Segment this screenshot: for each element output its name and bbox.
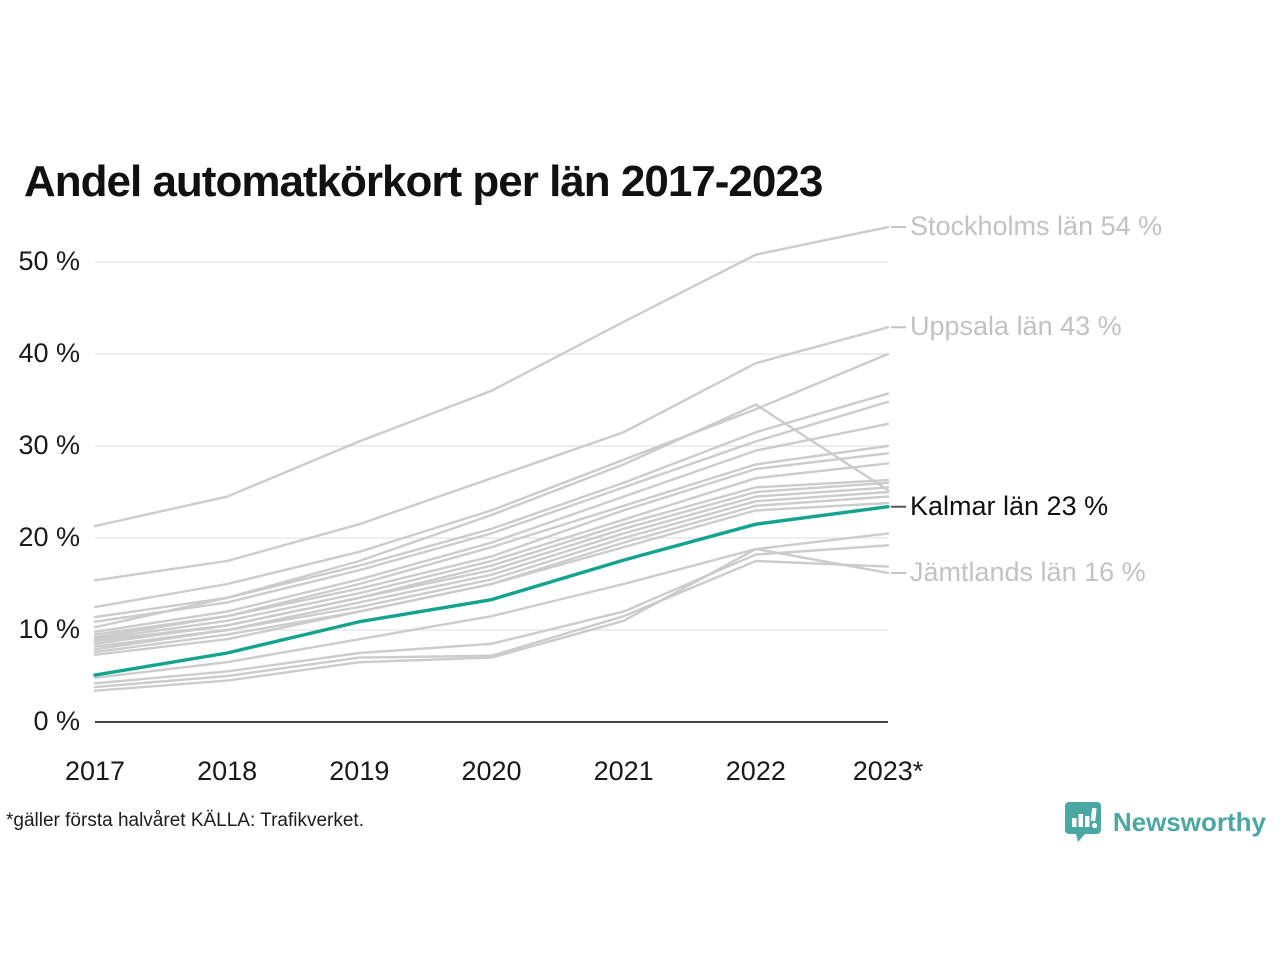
- newsworthy-logo: Newsworthy: [1063, 800, 1266, 844]
- series-line: [93, 352, 890, 609]
- series-line: [93, 547, 890, 692]
- series-line: [93, 403, 890, 629]
- x-axis-tick-label: 2018: [197, 756, 258, 786]
- series-label-muted: Stockholms län 54 %: [910, 211, 1163, 242]
- series-line: [93, 452, 890, 639]
- series-line: [93, 490, 890, 651]
- x-axis-tick-label: 2023*: [852, 756, 924, 786]
- highlighted-series-line: [93, 505, 890, 677]
- brand-name: Newsworthy: [1112, 806, 1266, 837]
- series-line: [93, 481, 890, 645]
- y-axis-tick-label: 0 %: [33, 706, 80, 736]
- series-line: [93, 326, 890, 582]
- series-line: [93, 422, 890, 634]
- x-axis-tick-label: 2017: [64, 756, 126, 786]
- x-axis-tick-label: 2022: [725, 756, 786, 786]
- x-axis-tick-label: 2021: [593, 756, 654, 786]
- y-axis-tick-label: 10 %: [18, 614, 80, 644]
- source-footnote: *gäller första halvåret KÄLLA: Trafikver…: [6, 810, 364, 831]
- y-axis-tick-label: 40 %: [18, 338, 80, 368]
- series-label-muted: Jämtlands län 16 %: [910, 556, 1146, 587]
- y-axis-tick-label: 30 %: [18, 430, 80, 460]
- series-line: [93, 400, 890, 623]
- series-line: [93, 444, 890, 636]
- series-line: [93, 544, 890, 685]
- x-axis-tick-label: 2020: [461, 756, 522, 786]
- series-line: [93, 225, 890, 528]
- series-line: [93, 559, 890, 689]
- y-axis-tick-label: 20 %: [18, 522, 80, 552]
- bar-chart-speech-bubble-icon: [1064, 802, 1101, 842]
- series-label-highlighted: Kalmar län 23 %: [910, 490, 1109, 521]
- series-line: [93, 462, 890, 641]
- y-axis-tick-label: 50 %: [18, 246, 80, 276]
- x-axis-tick-label: 2019: [329, 756, 390, 786]
- series-label-muted: Uppsala län 43 %: [910, 311, 1122, 342]
- chart-title: Andel automatkörkort per län 2017-2023: [24, 157, 823, 207]
- series-line: [93, 501, 890, 657]
